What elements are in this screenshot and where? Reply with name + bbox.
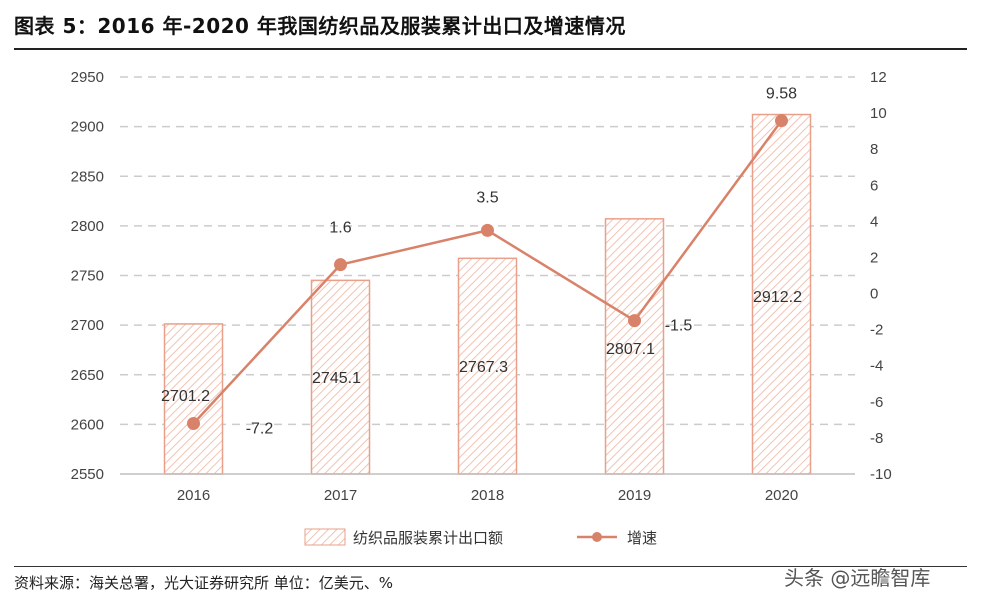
y-right-tick-label: 2 xyxy=(870,249,878,266)
watermark-text: 头条 @远瞻智库 xyxy=(784,566,931,590)
title-divider xyxy=(14,48,967,50)
y-right-tick-label: -6 xyxy=(870,394,883,411)
y-right-tick-label: -10 xyxy=(870,466,892,483)
y-right-tick-label: 0 xyxy=(870,286,878,303)
bar-value-label: 2912.2 xyxy=(753,289,802,306)
growth-line-series: -7.2 1.6 3.5 -1.5 9.58 xyxy=(187,86,797,437)
source-note: 资料来源：海关总署，光大证券研究所 单位：亿美元、% xyxy=(14,574,394,592)
y-left-tick-label: 2850 xyxy=(71,168,104,185)
axes: 2550 2600 2650 2700 2750 2800 2850 2900 2950 -10 -… xyxy=(71,69,892,504)
y-right-tick-label: -2 xyxy=(870,322,883,339)
bar-series: 2701.2 2745.1 2767.3 2807.1 2912.2 xyxy=(161,113,812,475)
growth-point xyxy=(775,114,788,128)
y-left-tick-label: 2950 xyxy=(71,69,104,86)
y-left-tick-label: 2650 xyxy=(71,367,104,384)
bar xyxy=(604,218,665,475)
x-tick-label: 2020 xyxy=(765,487,798,504)
y-left-tick-label: 2700 xyxy=(71,317,104,334)
legend-bar-label: 纺织品服装累计出口额 xyxy=(353,529,503,547)
bar xyxy=(310,279,371,475)
legend-bar-swatch xyxy=(304,528,346,546)
y-right-tick-label: 4 xyxy=(870,213,878,230)
growth-value-label: 1.6 xyxy=(329,220,351,237)
y-right-tick-label: -8 xyxy=(870,430,883,447)
x-tick-label: 2019 xyxy=(618,487,651,504)
chart-title: 图表 5：2016 年-2020 年我国纺织品及服装累计出口及增速情况 xyxy=(14,14,626,38)
bar xyxy=(751,113,812,475)
bar xyxy=(457,257,518,475)
x-tick-label: 2017 xyxy=(324,487,357,504)
y-left-tick-label: 2600 xyxy=(71,416,104,433)
legend: 纺织品服装累计出口额 增速 xyxy=(304,528,657,547)
y-left-tick-label: 2800 xyxy=(71,218,104,235)
growth-point xyxy=(334,258,347,272)
growth-value-label: -1.5 xyxy=(665,318,693,335)
bar-value-label: 2745.1 xyxy=(312,370,361,387)
x-tick-label: 2016 xyxy=(177,487,210,504)
y-left-tick-label: 2900 xyxy=(71,119,104,136)
x-tick-label: 2018 xyxy=(471,487,504,504)
growth-value-label: 3.5 xyxy=(476,189,498,206)
footer-divider xyxy=(14,566,967,567)
y-right-tick-label: 8 xyxy=(870,141,878,158)
y-right-tick-label: 6 xyxy=(870,177,878,194)
bar-value-label: 2701.2 xyxy=(161,388,210,405)
legend-line-label: 增速 xyxy=(627,529,657,547)
y-left-tick-label: 2750 xyxy=(71,268,104,285)
growth-point xyxy=(628,314,641,328)
y-left-tick-label: 2550 xyxy=(71,466,104,483)
growth-value-label: -7.2 xyxy=(246,420,274,437)
y-right-tick-label: 12 xyxy=(870,69,887,86)
chart-area: 2701.2 2745.1 2767.3 2807.1 2912.2 -7.2 1.6 3.… xyxy=(71,69,892,547)
y-right-tick-label: 10 xyxy=(870,105,887,122)
growth-value-label: 9.58 xyxy=(766,86,797,103)
y-right-tick-label: -4 xyxy=(870,358,883,375)
growth-point xyxy=(481,223,494,237)
bar-value-label: 2767.3 xyxy=(459,359,508,376)
legend-line-marker xyxy=(592,532,602,542)
growth-point xyxy=(187,416,200,430)
bar-value-label: 2807.1 xyxy=(606,341,655,358)
